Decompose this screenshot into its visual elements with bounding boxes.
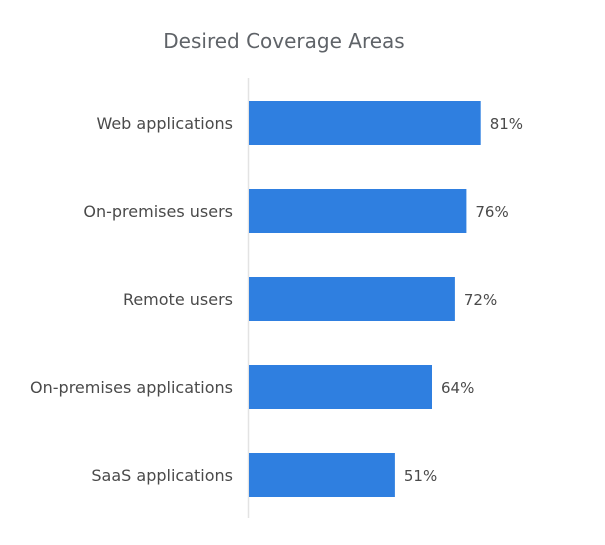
chart-title: Desired Coverage Areas (163, 29, 404, 53)
value-label-2: 72% (464, 291, 497, 309)
category-label-3: On-premises applications (30, 378, 233, 397)
value-labels-group: 81% 76% 72% 64% 51% (404, 115, 523, 485)
category-label-0: Web applications (96, 114, 233, 133)
category-label-2: Remote users (123, 290, 233, 309)
bar-3 (249, 365, 432, 409)
value-label-4: 51% (404, 467, 437, 485)
bars-group (249, 101, 481, 497)
category-label-1: On-premises users (83, 202, 233, 221)
bar-1 (249, 189, 467, 233)
value-label-0: 81% (490, 115, 523, 133)
category-labels-group: Web applications On-premises users Remote … (30, 114, 233, 485)
value-label-1: 76% (475, 203, 508, 221)
value-label-3: 64% (441, 379, 474, 397)
bar-0 (249, 101, 481, 145)
bar-2 (249, 277, 455, 321)
category-label-4: SaaS applications (91, 466, 233, 485)
bar-4 (249, 453, 395, 497)
